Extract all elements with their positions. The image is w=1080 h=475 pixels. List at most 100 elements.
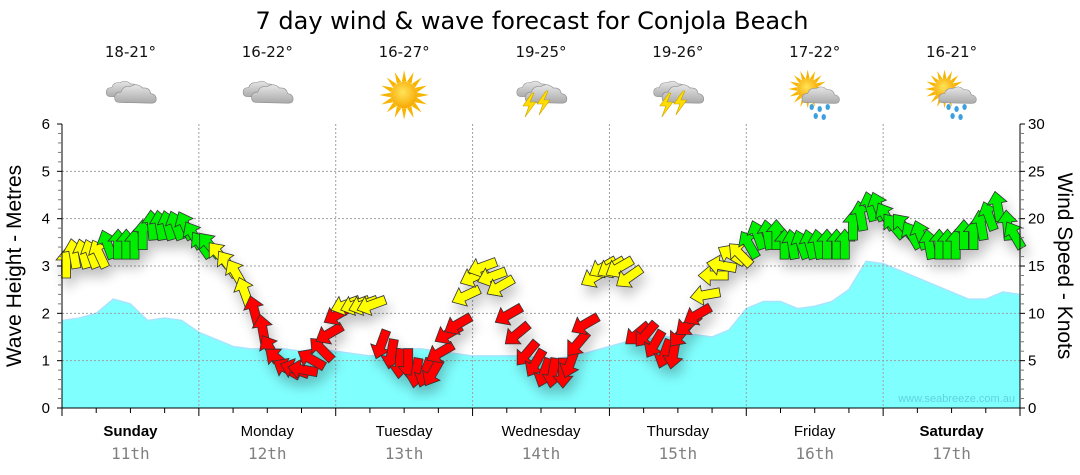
day-label: Monday xyxy=(241,423,295,440)
day-label: Wednesday xyxy=(502,423,581,440)
wind-arrow xyxy=(356,295,388,317)
sun-ray xyxy=(793,75,802,83)
cloud-body xyxy=(114,84,157,104)
rain-drop xyxy=(958,114,963,120)
lightning-bolt xyxy=(673,90,688,116)
sun-ray xyxy=(415,97,427,105)
rain-drop xyxy=(821,114,826,120)
sun-ray xyxy=(930,75,939,83)
date-label: 16th xyxy=(795,444,834,463)
sunny-icon xyxy=(379,70,429,120)
day-temperature: 19-26° xyxy=(652,43,703,61)
sun-ray xyxy=(417,92,429,98)
right-tick-label: 10 xyxy=(1028,305,1045,322)
day-temperature: 19-25° xyxy=(515,43,566,61)
sun-ray xyxy=(789,81,799,87)
cloud-shape xyxy=(251,84,294,104)
sun-ray xyxy=(946,70,953,81)
date-label: 11th xyxy=(111,444,150,463)
sun-ray xyxy=(926,91,936,97)
rain-drop xyxy=(817,106,822,112)
wind-arrow xyxy=(683,302,713,326)
cloud-body xyxy=(251,84,294,104)
date-label: 14th xyxy=(522,444,561,463)
plot-area: www.seabreeze.com.au 0 1 2 3 4 5 6 0 5 10 15 20 25 30… xyxy=(42,116,1045,463)
sun-ray xyxy=(407,106,414,118)
cloudy-icon xyxy=(242,80,294,104)
sun-ray xyxy=(379,92,391,98)
axes-layer: 0 1 2 3 4 5 6 0 5 10 15 20 25 30 Sunday 11th Monday 12th T… xyxy=(42,116,1045,463)
day-label: Saturday xyxy=(919,423,984,440)
left-tick-label: 5 xyxy=(42,163,50,180)
sun-ray xyxy=(926,81,936,87)
sun-ray xyxy=(411,77,422,88)
left-tick-label: 0 xyxy=(42,400,50,417)
sun-ray xyxy=(394,72,402,84)
sun-ray xyxy=(950,75,959,83)
credit-text: www.seabreeze.com.au xyxy=(897,393,1015,405)
wind-arrow xyxy=(567,329,592,356)
left-tick-label: 4 xyxy=(42,211,50,228)
rain-drop xyxy=(809,104,814,110)
day-temperature: 16-21° xyxy=(926,43,977,61)
right-tick-label: 5 xyxy=(1028,353,1036,370)
sun-disc xyxy=(390,81,418,109)
wind-arrow-group xyxy=(55,190,1027,389)
chart-title: 7 day wind & wave forecast for Conjola B… xyxy=(256,7,809,35)
sun-ray xyxy=(381,97,393,105)
cloud-shape xyxy=(114,84,157,104)
wind-arrow xyxy=(689,284,722,307)
lightning-bolt xyxy=(522,92,537,118)
sun-ray xyxy=(942,69,947,79)
left-axis-label: Wave Height - Metres xyxy=(3,165,26,367)
wind-arrow xyxy=(494,302,525,326)
date-label: 12th xyxy=(248,444,287,463)
sun-ray xyxy=(793,95,802,103)
wind-arrow xyxy=(706,254,738,276)
sun-shape xyxy=(379,70,429,120)
sun-ray xyxy=(953,81,963,87)
wind-arrow xyxy=(486,274,516,298)
day-label: Sunday xyxy=(103,423,158,440)
cloud-body xyxy=(801,86,840,104)
sun-ray xyxy=(394,106,402,118)
wind-arrow xyxy=(571,312,601,335)
left-tick-label: 3 xyxy=(42,258,50,275)
date-label: 13th xyxy=(385,444,424,463)
date-label: 15th xyxy=(659,444,698,463)
day-label: Friday xyxy=(794,423,836,440)
cloud-shape xyxy=(801,86,840,104)
sun-ray xyxy=(810,70,816,81)
sun-ray xyxy=(381,85,393,93)
sun-showers-icon xyxy=(925,69,977,120)
day-label: Thursday xyxy=(647,423,710,440)
wind-arrow xyxy=(451,284,482,307)
cloud-shape xyxy=(938,86,977,104)
day-headers: 18-21° 16-22° 16-27° 19-25° 19-26° 17-22° 16-2… xyxy=(105,43,977,120)
wind-arrow xyxy=(444,312,474,335)
right-tick-label: 30 xyxy=(1028,116,1045,133)
day-label: Tuesday xyxy=(376,423,433,440)
right-tick-label: 0 xyxy=(1028,400,1036,417)
right-tick-label: 15 xyxy=(1028,258,1045,275)
sun-ray xyxy=(407,72,414,84)
wind-arrow xyxy=(426,340,456,364)
date-label: 17th xyxy=(932,444,971,463)
wind-arrow xyxy=(616,264,645,288)
storm-icon xyxy=(516,80,568,118)
wind-arrows-layer xyxy=(55,190,1027,389)
sun-ray xyxy=(937,70,943,81)
storm-icon xyxy=(653,80,704,118)
right-tick-label: 20 xyxy=(1028,211,1045,228)
rain-drop xyxy=(950,113,955,119)
sun-ray xyxy=(816,81,826,87)
wind-arrow xyxy=(504,320,532,345)
sun-ray xyxy=(930,95,939,103)
lightning-bolt xyxy=(659,92,674,118)
cloudy-icon xyxy=(105,80,157,104)
day-temperature: 17-22° xyxy=(789,43,840,61)
cloud-body xyxy=(938,86,977,104)
sun-ray xyxy=(788,87,798,91)
sun-ray xyxy=(813,75,822,83)
